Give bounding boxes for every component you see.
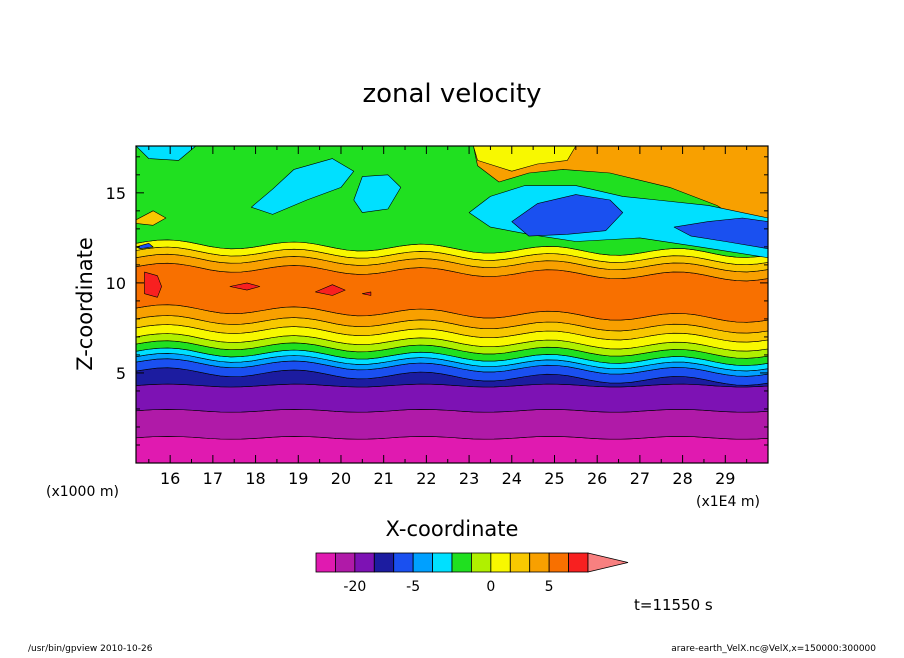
plot-frame bbox=[135, 145, 769, 464]
velocity-band-1 bbox=[136, 408, 768, 440]
colorbar-segment-6 bbox=[432, 552, 453, 573]
velocity-region-12 bbox=[136, 243, 154, 249]
y-tick-label-10: 10 bbox=[106, 274, 126, 293]
velocity-region-1 bbox=[251, 158, 355, 215]
velocity-field bbox=[136, 146, 768, 463]
colorbar-segment-1 bbox=[335, 552, 356, 573]
velocity-region-3 bbox=[473, 146, 768, 228]
x-tick-label-29: 29 bbox=[715, 469, 735, 488]
colorbar-segment-11 bbox=[529, 552, 550, 573]
velocity-band-0 bbox=[136, 435, 768, 463]
x-tick-label-20: 20 bbox=[331, 469, 351, 488]
y-unit-label: (x1000 m) bbox=[46, 484, 119, 500]
velocity-region-4 bbox=[473, 146, 577, 172]
velocity-region-0 bbox=[136, 146, 197, 161]
velocity-region-9 bbox=[229, 282, 261, 291]
x-tick-label-24: 24 bbox=[502, 469, 522, 488]
x-tick-label-21: 21 bbox=[373, 469, 393, 488]
y-tick-label-5: 5 bbox=[116, 364, 126, 383]
colorbar-segment-5 bbox=[412, 552, 433, 573]
colorbar-segment-0 bbox=[315, 552, 336, 573]
colorbar-segment-9 bbox=[490, 552, 511, 573]
velocity-band-2 bbox=[136, 383, 768, 413]
x-tick-label-19: 19 bbox=[288, 469, 308, 488]
colorbar-segment-2 bbox=[354, 552, 375, 573]
velocity-region-2 bbox=[353, 174, 402, 213]
time-label: t=11550 s bbox=[634, 596, 713, 614]
colorbar-label-0: 0 bbox=[486, 579, 495, 595]
velocity-region-7 bbox=[673, 217, 768, 249]
colorbar: -20 -5 0 5 bbox=[315, 552, 629, 595]
x-tick-label-16: 16 bbox=[160, 469, 180, 488]
colorbar-extension-arrow bbox=[587, 552, 629, 573]
footer-right: arare-earth_VelX.nc@VelX,x=150000:300000 bbox=[671, 644, 876, 654]
chart-title: zonal velocity bbox=[362, 79, 541, 109]
colorbar-segment-8 bbox=[471, 552, 492, 573]
x-tick-label-23: 23 bbox=[459, 469, 479, 488]
colorbar-label-5: 5 bbox=[545, 579, 554, 595]
colorbar-segment-12 bbox=[548, 552, 569, 573]
colorbar-segment-13 bbox=[568, 552, 589, 573]
colorbar-segment-7 bbox=[451, 552, 472, 573]
velocity-region-11 bbox=[361, 291, 372, 296]
y-tick-label-15: 15 bbox=[106, 184, 126, 203]
x-tick-label-22: 22 bbox=[416, 469, 436, 488]
velocity-region-10 bbox=[315, 284, 346, 296]
x-tick-label-28: 28 bbox=[672, 469, 692, 488]
x-unit-label: (x1E4 m) bbox=[696, 494, 760, 510]
x-tick-label-18: 18 bbox=[245, 469, 265, 488]
velocity-region-13 bbox=[136, 210, 167, 226]
colorbar-segment-3 bbox=[373, 552, 395, 573]
colorbar-label--5: -5 bbox=[406, 579, 420, 595]
x-tick-label-17: 17 bbox=[203, 469, 223, 488]
colorbar-segment-4 bbox=[393, 552, 414, 573]
velocity-region-8 bbox=[144, 271, 162, 298]
x-tick-label-25: 25 bbox=[544, 469, 564, 488]
colorbar-label--20: -20 bbox=[343, 579, 366, 595]
footer-left: /usr/bin/gpview 2010-10-26 bbox=[28, 644, 153, 654]
y-axis-label: Z-coordinate bbox=[73, 237, 97, 371]
x-tick-label-26: 26 bbox=[587, 469, 607, 488]
colorbar-segment-10 bbox=[509, 552, 531, 573]
x-axis-ticks: 16 17 18 19 20 21 22 23 24 25 26 27 28 29 bbox=[148, 146, 748, 488]
velocity-region-6 bbox=[511, 194, 624, 237]
y-axis-ticks: 5 10 15 bbox=[106, 156, 768, 446]
x-axis-label: X-coordinate bbox=[386, 517, 519, 541]
x-tick-label-27: 27 bbox=[630, 469, 650, 488]
